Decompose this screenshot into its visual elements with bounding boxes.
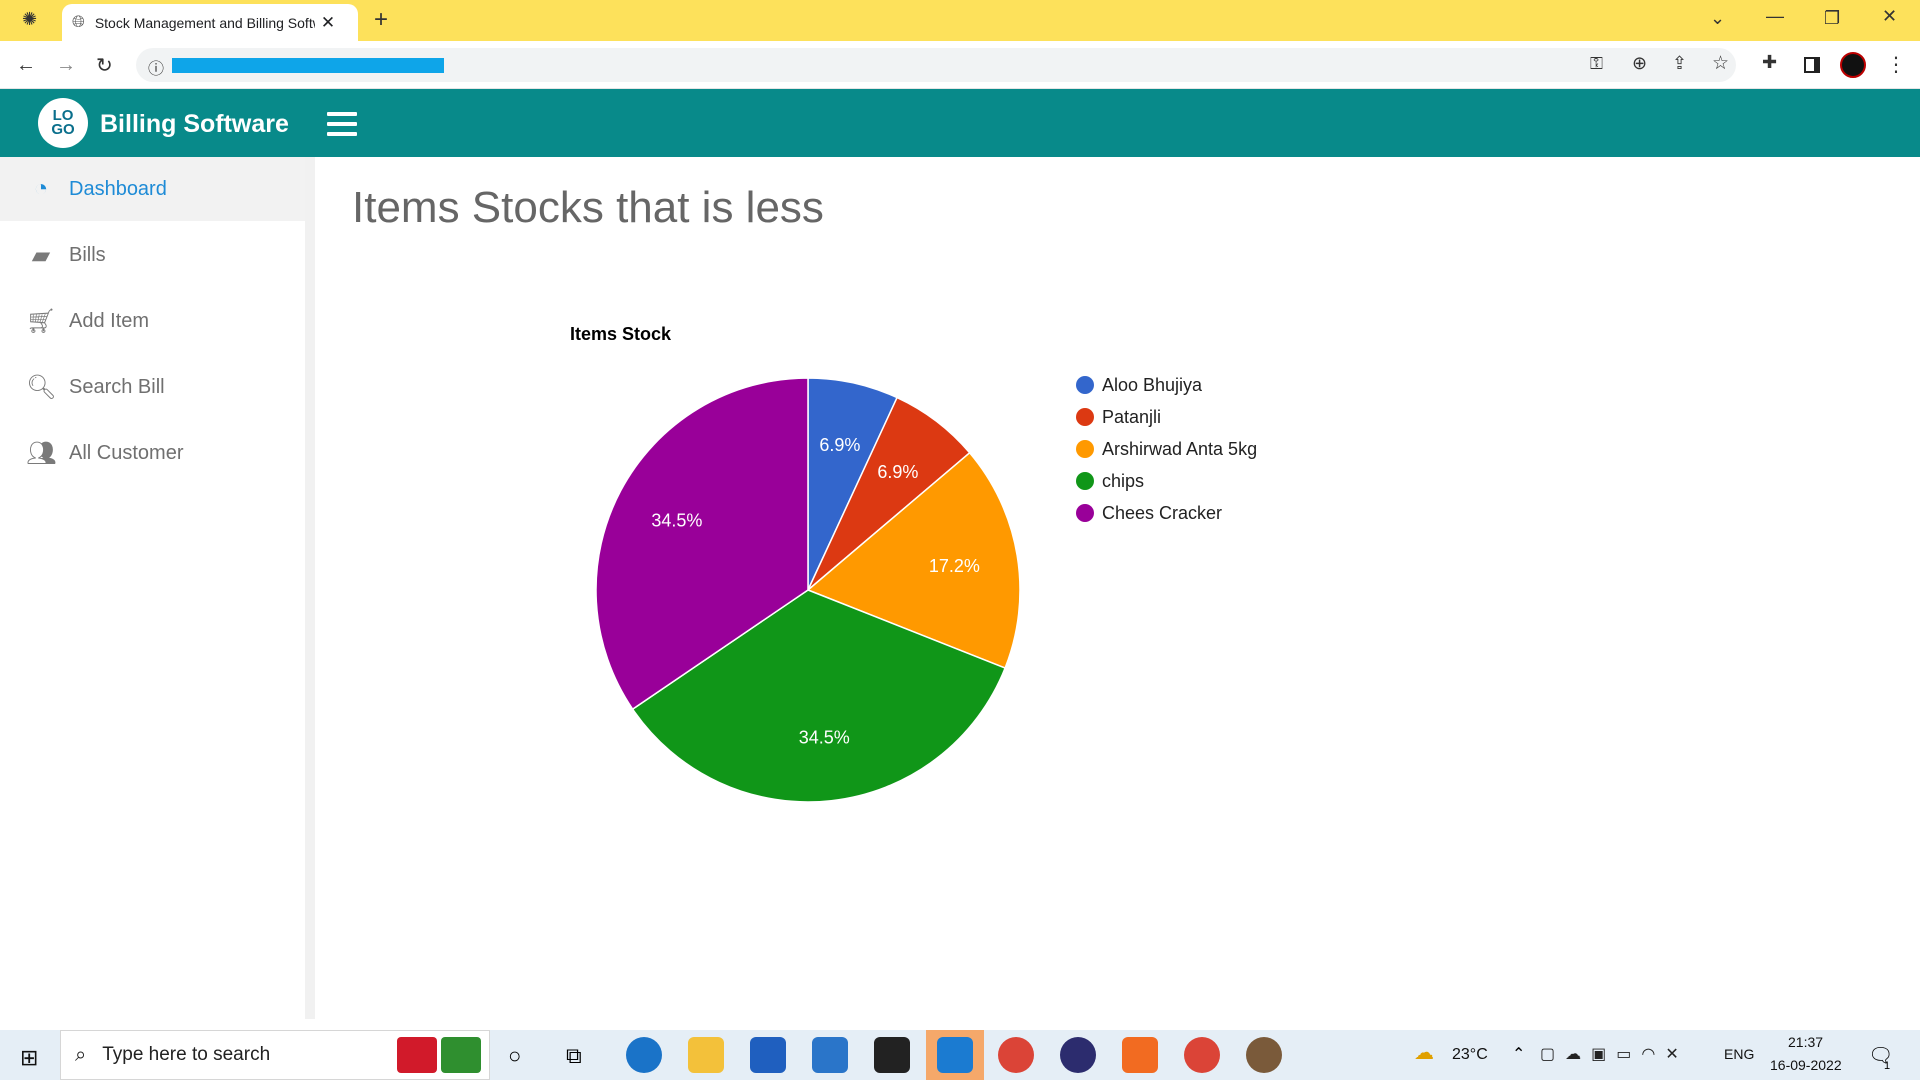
page-title: Items Stocks that is less [352, 183, 824, 232]
sidebar-item-label: Bills [69, 243, 106, 266]
system-tray-icons[interactable]: ▢☁▣▭◠✕ [1540, 1046, 1689, 1063]
weather-icon[interactable]: ☁ [1414, 1042, 1434, 1064]
chrome-profile-icon[interactable] [1184, 1037, 1220, 1073]
close-icon[interactable]: ✕ [320, 12, 336, 32]
reload-icon[interactable]: ↻ [96, 55, 113, 77]
taskbar-search[interactable]: ⌕ Type here to search [60, 1030, 490, 1080]
pie-slice-label: 17.2% [929, 556, 980, 576]
cart-plus-icon: 🛒︎ [26, 307, 57, 335]
terminal-icon[interactable] [874, 1037, 910, 1073]
store-icon[interactable] [750, 1037, 786, 1073]
windows-start-icon[interactable]: ⊞ [20, 1045, 39, 1070]
eclipse-icon[interactable] [1060, 1037, 1096, 1073]
legend-label[interactable]: chips [1102, 471, 1144, 491]
chart-legend: Aloo Bhujiya Patanjli Arshirwad Anta 5kg ch… [1076, 375, 1257, 523]
sidebar-item-label: Dashboard [69, 177, 167, 200]
sidebar-item-bills[interactable]: ▰ Bills [0, 223, 305, 287]
legend-swatch [1076, 408, 1094, 426]
legend-swatch [1076, 376, 1094, 394]
clock-time[interactable]: 21:37 [1788, 1034, 1824, 1050]
pie-slice-label: 34.5% [799, 728, 850, 748]
legend-swatch [1076, 472, 1094, 490]
legend-label[interactable]: Chees Cracker [1102, 503, 1222, 523]
pie-slice-labels: 6.9% 6.9% 17.2% 34.5% 34.5% [651, 435, 980, 747]
legend-label[interactable]: Arshirwad Anta 5kg [1102, 439, 1257, 459]
notification-count: 1 [1884, 1060, 1891, 1072]
notification-icon[interactable]: 🗨︎ [1868, 1045, 1894, 1067]
key-icon[interactable]: ⚿ [1590, 54, 1603, 73]
chevron-up-icon[interactable]: ⌃ [1512, 1046, 1526, 1063]
search-placeholder: Type here to search [102, 1044, 271, 1065]
legend-label[interactable]: Aloo Bhujiya [1102, 375, 1203, 395]
xampp-icon[interactable] [1122, 1037, 1158, 1073]
legend-swatch [1076, 440, 1094, 458]
language-indicator[interactable]: ENG [1724, 1046, 1755, 1062]
more-icon[interactable]: ⋮ [1886, 54, 1906, 76]
weather-temp[interactable]: 23°C [1452, 1046, 1488, 1063]
share-icon[interactable]: ⇪ [1672, 53, 1688, 73]
info-icon[interactable]: ⓘ [148, 61, 165, 78]
brand-title: Billing Software [100, 110, 289, 138]
sidepanel-icon[interactable] [1804, 57, 1820, 73]
search-icon: 🔍︎ [26, 373, 57, 401]
minimize-icon[interactable]: — [1766, 6, 1784, 26]
browser-tab[interactable]: 🌐︎ Stock Management and Billing Software… [62, 4, 358, 41]
sidebar-item-add-item[interactable]: 🛒︎ Add Item [0, 289, 305, 353]
cortana-icon[interactable]: ○ [508, 1043, 522, 1068]
legend-swatch [1076, 504, 1094, 522]
url-redaction [172, 58, 444, 73]
sidebar-item-dashboard[interactable]: ◔ Dashboard [0, 157, 305, 221]
wallet-icon: ▰ [31, 241, 51, 269]
pie-slices [595, 377, 1021, 803]
pie-chart: Items Stock 6.9% 6.9% 17.2% 34.5% 34.5% Aloo… [570, 324, 1257, 803]
pie-slice-chees-cracker[interactable] [595, 377, 809, 711]
close-window-icon[interactable]: ✕ [1882, 6, 1898, 26]
hamburger-menu-icon[interactable] [327, 112, 357, 136]
chatgpt-icon[interactable]: ✺ [22, 9, 38, 29]
pie-slice-label: 6.9% [819, 435, 860, 455]
file-explorer-icon[interactable] [688, 1037, 724, 1073]
dashboard-icon: ◔ [33, 175, 49, 202]
forward-icon[interactable]: → [56, 54, 76, 76]
logo[interactable]: LO GO [38, 98, 88, 148]
chevron-down-icon[interactable]: ⌄ [1710, 8, 1726, 28]
legend-label[interactable]: Patanjli [1102, 407, 1161, 427]
app-badge-icon[interactable] [1246, 1037, 1282, 1073]
sidebar: ◔ Dashboard ▰ Bills 🛒︎ Add Item 🔍︎ Searc… [0, 157, 315, 1019]
users-icon: 👥︎ [26, 439, 57, 467]
sidebar-item-all-customer[interactable]: 👥︎ All Customer [0, 421, 305, 485]
pie-slice-label: 6.9% [877, 462, 918, 482]
pie-slice-arshirwad-anta-5kg[interactable] [806, 451, 1021, 670]
star-icon[interactable]: ☆ [1712, 53, 1730, 74]
vscode-icon[interactable] [937, 1037, 973, 1073]
chrome-icon[interactable] [998, 1037, 1034, 1073]
restore-icon[interactable]: ❐ [1824, 8, 1841, 28]
back-icon[interactable]: ← [16, 54, 36, 76]
mail-icon[interactable] [812, 1037, 848, 1073]
globe-icon: 🌐︎ [72, 13, 85, 31]
task-view-icon[interactable]: ⧉ [566, 1043, 582, 1068]
sidebar-item-label: All Customer [69, 441, 184, 464]
search-icon: ⌕ [75, 1043, 87, 1066]
app-header [0, 89, 1920, 157]
plus-icon[interactable]: + [374, 6, 389, 33]
edge-icon[interactable] [626, 1037, 662, 1073]
sidebar-item-search-bill[interactable]: 🔍︎ Search Bill [0, 355, 305, 419]
tab-title: Stock Management and Billing Software [94, 14, 315, 31]
puzzle-icon[interactable]: ✚ [1762, 52, 1778, 72]
zoom-icon[interactable]: ⊕ [1632, 53, 1648, 73]
chart-title: Items Stock [570, 324, 672, 344]
profile-avatar[interactable] [1840, 52, 1866, 78]
clock-date[interactable]: 16-09-2022 [1770, 1057, 1842, 1073]
pie-slice-label: 34.5% [651, 511, 702, 531]
search-highlight-image [397, 1037, 481, 1073]
sidebar-item-label: Search Bill [69, 375, 165, 398]
sidebar-item-label: Add Item [69, 309, 150, 332]
pie-slice-chips[interactable] [631, 589, 1007, 803]
